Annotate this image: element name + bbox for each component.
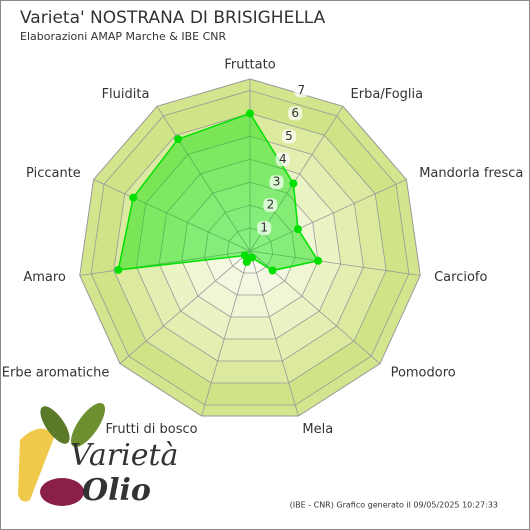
axis-spoke (249, 250, 299, 417)
data-point (174, 135, 183, 144)
tick-label-bg (275, 152, 290, 167)
category-label: Carciofo (434, 270, 487, 285)
data-point (268, 266, 277, 275)
axis-spoke (249, 179, 407, 252)
tick-label-bg (257, 221, 272, 236)
axis-spoke (156, 106, 251, 252)
data-point (293, 225, 302, 234)
category-label: Mandorla fresca (419, 166, 523, 181)
category-label: Erba/Foglia (351, 87, 424, 102)
r-tick-label: 7 (298, 83, 306, 97)
data-point (129, 193, 138, 202)
category-label: Erbe aromatiche (2, 365, 110, 380)
logo-word: Olio (82, 473, 151, 508)
category-label: Fluidita (102, 87, 150, 102)
data-point (246, 109, 254, 118)
r-tick-label: 6 (291, 106, 299, 120)
chart-subtitle: Elaborazioni AMAP Marche & IBE CNR (20, 30, 226, 43)
axis-spoke (119, 250, 251, 364)
logo-shape (18, 428, 55, 502)
data-point (114, 265, 123, 274)
category-label: Mela (302, 422, 333, 437)
logo-leaf (70, 402, 106, 448)
data-point (240, 251, 249, 260)
r-tick-label: 1 (260, 221, 268, 235)
data-point (242, 258, 251, 267)
logo-olive (40, 478, 84, 506)
tick-label-bg (263, 198, 278, 213)
category-label: Frutti di bosco (105, 422, 197, 437)
category-label: Pomodoro (391, 365, 456, 380)
source-note: (IBE - CNR) Grafico generato il 09/05/20… (290, 501, 498, 510)
category-label: Fruttato (224, 58, 275, 73)
tick-label-bg (269, 175, 284, 190)
logo-word: Varietà (70, 438, 178, 473)
tick-label-bg (294, 83, 309, 98)
data-point (289, 179, 298, 188)
chart-title: Varieta' NOSTRANA DI BRISIGHELLA (20, 8, 326, 28)
tick-label-bg (281, 129, 296, 144)
r-tick-label: 2 (267, 198, 275, 212)
r-tick-label: 4 (279, 152, 287, 166)
logo: Varietà Olio (18, 402, 178, 508)
tick-label-bg (288, 106, 303, 121)
data-point (314, 256, 323, 265)
plot-area: 1 2 3 4 5 6 7 Fruttato Erba/Foglia Mandorla fresc… (2, 58, 524, 437)
axis-spoke (93, 179, 251, 252)
r-tick-label: 3 (273, 175, 281, 189)
r-tick-label: 5 (285, 129, 293, 143)
category-label: Amaro (23, 270, 66, 285)
axis-spoke (201, 250, 251, 417)
axis-spoke (79, 250, 251, 276)
logo-leaf (40, 406, 70, 444)
category-label: Piccante (26, 166, 81, 181)
axis-spoke (249, 250, 421, 276)
